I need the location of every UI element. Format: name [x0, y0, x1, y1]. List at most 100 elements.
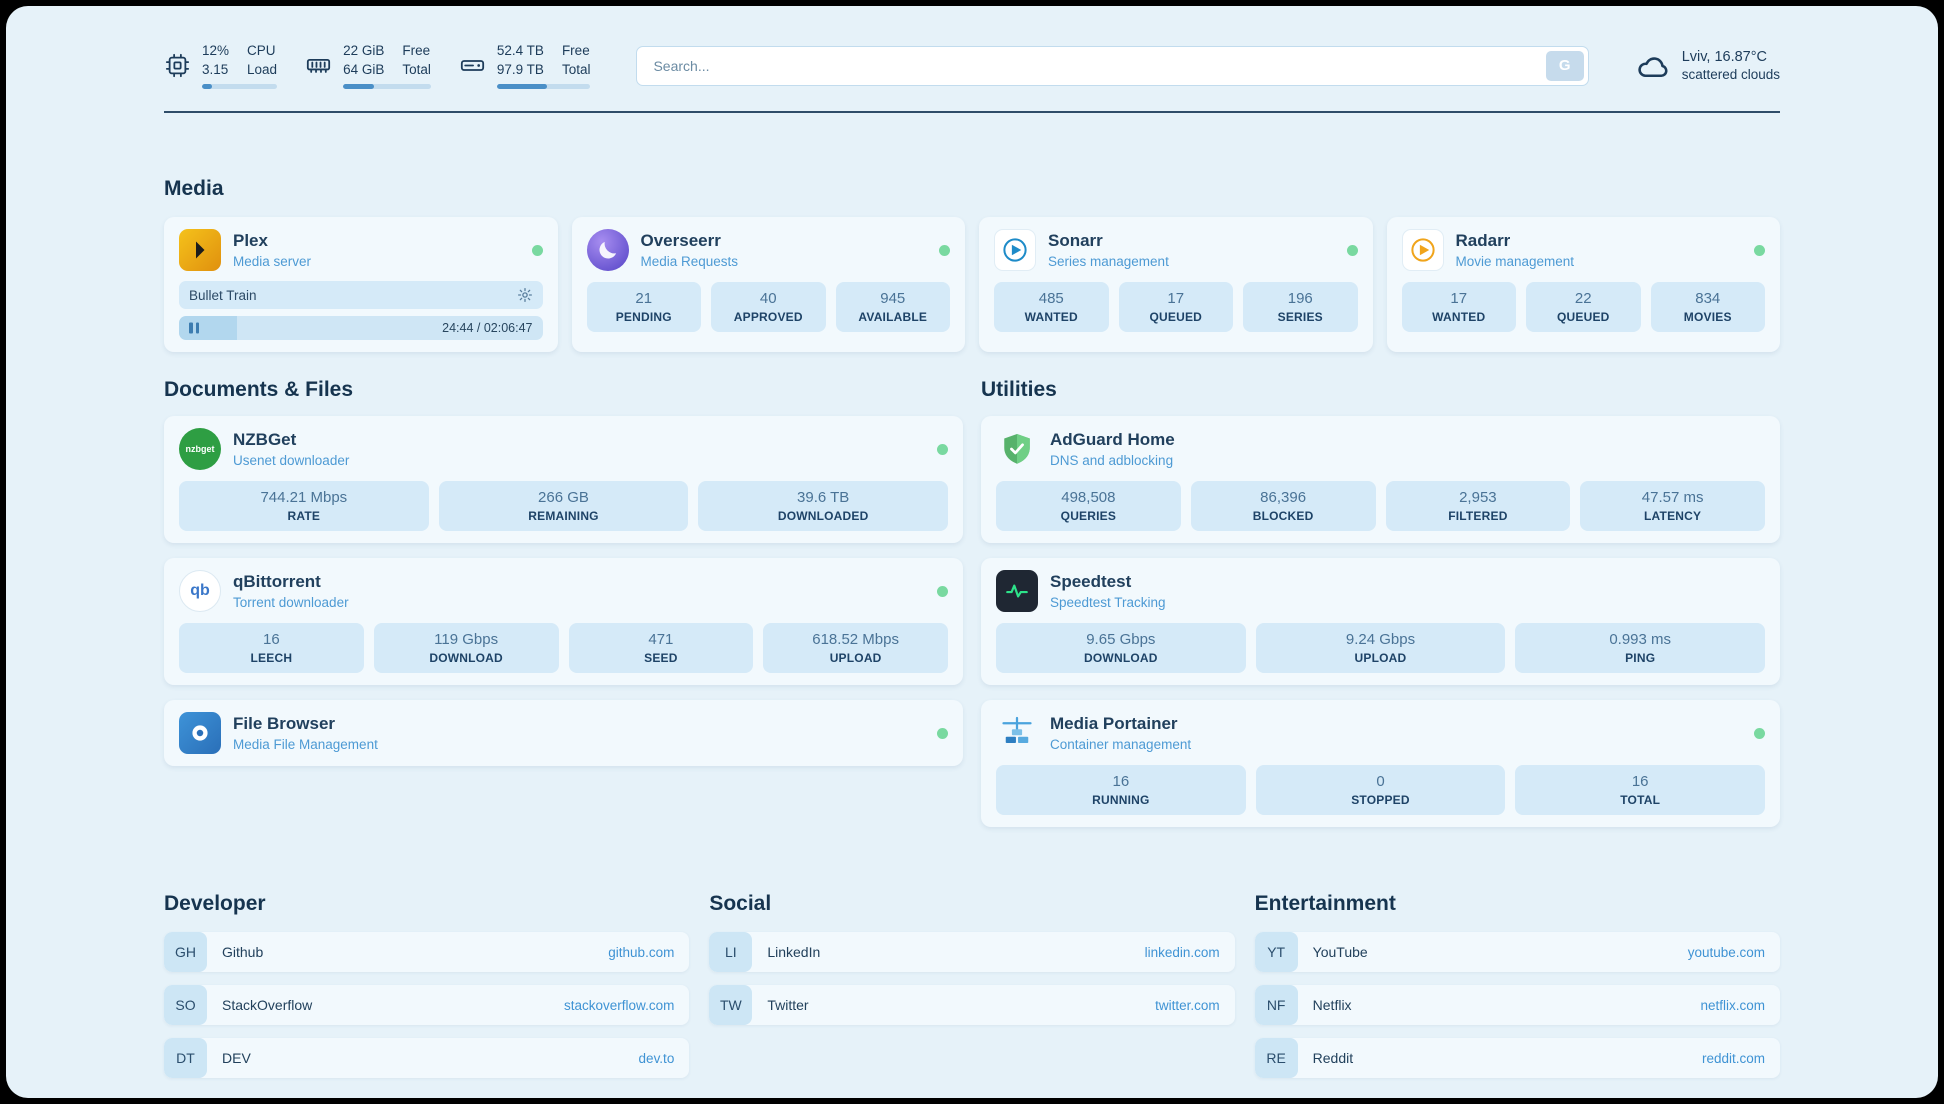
stat-value: 744.21 Mbps: [260, 489, 348, 507]
ram-free-label: Free: [402, 43, 431, 58]
cpu-usage: 12%: [202, 43, 230, 58]
filebrowser-card[interactable]: File Browser Media File Management: [164, 700, 963, 767]
ram-icon: [306, 59, 331, 73]
stat-value: 498,508: [1061, 489, 1116, 507]
stat-label: PING: [1625, 651, 1656, 666]
stat-label: PENDING: [615, 310, 672, 325]
stat-value: 16: [263, 631, 280, 649]
link-reddit[interactable]: RE Reddit reddit.com: [1254, 1038, 1780, 1079]
stat-label: LATENCY: [1644, 509, 1702, 524]
section-title-social: Social: [709, 892, 772, 916]
radarr-icon: [1401, 229, 1444, 272]
search-input[interactable]: [636, 45, 1589, 86]
dashboard-page: 12% CPU 3.15 Load: [6, 6, 1938, 1098]
status-dot: [1754, 727, 1765, 739]
pause-icon[interactable]: [189, 322, 199, 334]
link-abbr: NF: [1254, 985, 1298, 1026]
section-title-developer: Developer: [164, 892, 266, 916]
stat-tile: 86,396 BLOCKED: [1190, 481, 1376, 532]
stat-tile: 266 GB REMAINING: [438, 481, 689, 532]
link-name: LinkedIn: [767, 944, 821, 961]
sonarr-card[interactable]: Sonarr Series management 485 WANTED 17 Q…: [979, 217, 1373, 353]
stat-value: 196: [1287, 290, 1313, 308]
section-title-media: Media: [164, 177, 224, 201]
link-github[interactable]: GH Github github.com: [164, 932, 690, 973]
entertainment-links: Entertainment YT YouTube youtube.com NF …: [1254, 892, 1780, 1079]
top-bar: 12% CPU 3.15 Load: [164, 6, 1780, 90]
settings-icon[interactable]: [517, 287, 533, 303]
qbittorrent-icon: qb: [179, 570, 221, 613]
stat-value: 16: [1112, 773, 1130, 791]
app-name: NZBGet: [233, 430, 297, 450]
plex-icon: [179, 229, 221, 272]
speedtest-card[interactable]: Speedtest Speedtest Tracking 9.65 Gbps D…: [981, 558, 1780, 686]
status-dot: [1346, 244, 1358, 256]
stat-value: 119 Gbps: [434, 631, 499, 649]
stat-value: 17: [1450, 290, 1468, 308]
portainer-card[interactable]: Media Portainer Container management 16 …: [981, 700, 1780, 828]
cpu-stat: 12% CPU 3.15 Load: [164, 42, 278, 90]
adguard-icon: [996, 428, 1038, 470]
link-url: netflix.com: [1700, 997, 1765, 1013]
nzbget-card[interactable]: nzbget NZBGet Usenet downloader 744.21 M…: [164, 416, 963, 544]
link-name: Netflix: [1312, 997, 1352, 1014]
stat-label: RATE: [287, 509, 321, 524]
qbittorrent-card[interactable]: qb qBittorrent Torrent downloader 16 LEE…: [164, 558, 963, 686]
stat-value: 266 GB: [538, 489, 589, 507]
link-name: YouTube: [1312, 944, 1368, 961]
stat-label: QUEUED: [1149, 310, 1203, 325]
stat-value: 834: [1695, 290, 1721, 308]
system-stats: 12% CPU 3.15 Load: [164, 42, 591, 90]
portainer-icon: [996, 712, 1038, 754]
link-abbr: DT: [164, 1038, 207, 1079]
link-abbr: YT: [1254, 932, 1298, 973]
stat-tile: 2,953 FILTERED: [1385, 481, 1571, 532]
stat-value: 945: [880, 290, 906, 308]
radarr-card[interactable]: Radarr Movie management 17 WANTED 22 QUE…: [1386, 217, 1780, 353]
ram-total-label: Total: [402, 61, 431, 77]
stat-value: 9.24 Gbps: [1345, 631, 1416, 649]
playback-progress[interactable]: 24:44 / 02:06:47: [179, 316, 543, 341]
stat-tile: 17 WANTED: [1401, 282, 1516, 333]
link-abbr: SO: [164, 985, 207, 1026]
plex-card[interactable]: Plex Media server Bullet Train: [164, 217, 558, 353]
disk-stat: 52.4 TB Free 97.9 TB Total: [459, 42, 591, 90]
link-stackoverflow[interactable]: SO StackOverflow stackoverflow.com: [164, 985, 690, 1026]
now-playing-bar: Bullet Train: [179, 281, 543, 310]
utilities-column: Utilities AdGuard Home: [981, 378, 1780, 842]
link-url: reddit.com: [1701, 1050, 1765, 1066]
app-name: Speedtest: [1050, 572, 1132, 592]
overseerr-icon: [586, 229, 629, 272]
link-dev[interactable]: DT DEV dev.to: [164, 1038, 690, 1079]
app-subtitle: Media File Management: [233, 737, 378, 753]
stat-tile: 16 LEECH: [179, 623, 364, 674]
cpu-load: 3.15: [202, 61, 229, 77]
search-engine-button[interactable]: G: [1545, 50, 1584, 81]
weather-condition: scattered clouds: [1681, 67, 1780, 83]
link-twitter[interactable]: TW Twitter twitter.com: [709, 985, 1235, 1026]
cpu-load-label: Load: [247, 61, 278, 77]
stat-tile: 17 QUEUED: [1118, 282, 1233, 333]
playback-time: 24:44 / 02:06:47: [442, 321, 533, 336]
stat-tile: 119 Gbps DOWNLOAD: [373, 623, 559, 674]
filebrowser-icon: [179, 712, 221, 755]
link-url: twitter.com: [1155, 997, 1220, 1013]
stat-label: APPROVED: [733, 310, 803, 325]
stat-label: WANTED: [1432, 310, 1486, 325]
stat-value: 2,953: [1459, 489, 1497, 507]
cpu-icon: [165, 53, 190, 78]
link-url: dev.to: [638, 1050, 675, 1066]
overseerr-card[interactable]: Overseerr Media Requests 21 PENDING 40 A…: [571, 217, 965, 353]
status-dot: [1754, 244, 1765, 256]
link-linkedin[interactable]: LI LinkedIn linkedin.com: [709, 932, 1235, 973]
stat-tile: 0.993 ms PING: [1515, 623, 1765, 674]
disk-total-label: Total: [561, 61, 591, 77]
stat-tile: 9.24 Gbps UPLOAD: [1255, 623, 1506, 674]
adguard-card[interactable]: AdGuard Home DNS and adblocking 498,508 …: [981, 416, 1780, 544]
stat-value: 0: [1376, 773, 1385, 791]
link-netflix[interactable]: NF Netflix netflix.com: [1254, 985, 1780, 1026]
ram-stat: 22 GiB Free 64 GiB Total: [305, 42, 431, 90]
link-youtube[interactable]: YT YouTube youtube.com: [1254, 932, 1780, 973]
disk-icon: [460, 60, 484, 71]
app-name: Plex: [233, 231, 268, 251]
